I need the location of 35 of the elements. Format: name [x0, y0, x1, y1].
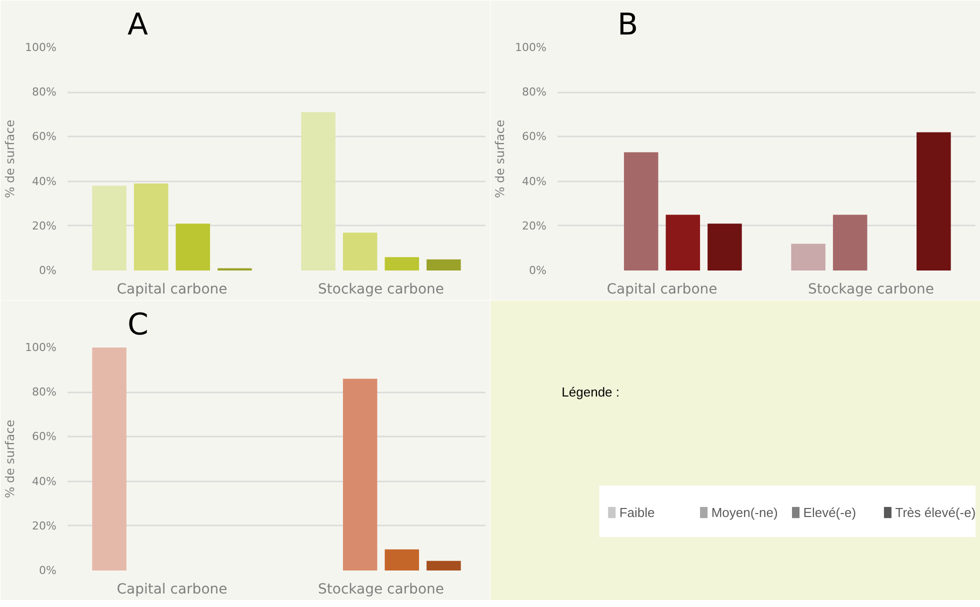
category-label: Très élevé(-e): [895, 505, 976, 520]
y-tick-label: 0%: [39, 564, 56, 577]
y-tick-label: 60%: [522, 130, 547, 144]
category-label: Elevé(-e): [803, 505, 856, 520]
y-tick-label: 40%: [32, 174, 57, 188]
x-tick-label: Stockage carbone: [808, 282, 934, 298]
chart-title: A: [128, 8, 148, 42]
x-tick-label: Capital carbone: [606, 282, 718, 298]
x-tick-label: Capital carbone: [116, 282, 228, 298]
y-tick-label: 100%: [515, 41, 547, 54]
y-tick-label: 0%: [529, 264, 546, 277]
y-tick-label: 20%: [522, 219, 547, 232]
y-axis-title: % de surface: [493, 120, 508, 198]
y-axis-title: % de surface: [3, 420, 18, 498]
y-tick-label: 80%: [522, 86, 547, 99]
y-tick-label: 20%: [32, 219, 57, 232]
y-tick-label: 60%: [32, 430, 57, 444]
x-tick-label: Stockage carbone: [318, 282, 444, 298]
chart-title: C: [128, 308, 148, 342]
y-tick-label: 40%: [32, 474, 57, 488]
category-label: Faible: [619, 505, 655, 520]
y-tick-label: 40%: [522, 174, 547, 188]
y-tick-label: 20%: [32, 519, 57, 532]
y-axis-title: % de surface: [3, 120, 18, 198]
x-tick-label: Capital carbone: [116, 582, 228, 598]
y-tick-label: 60%: [32, 130, 57, 144]
chart-title: B: [618, 8, 638, 42]
y-tick-label: 80%: [32, 386, 57, 399]
text: Légende :: [562, 384, 620, 400]
y-tick-label: 100%: [25, 341, 57, 354]
y-tick-label: 100%: [25, 41, 57, 54]
x-tick-label: Stockage carbone: [318, 582, 444, 598]
y-tick-label: 80%: [32, 86, 57, 99]
y-tick-label: 0%: [39, 264, 56, 277]
category-label: Moyen(-ne): [711, 505, 778, 520]
